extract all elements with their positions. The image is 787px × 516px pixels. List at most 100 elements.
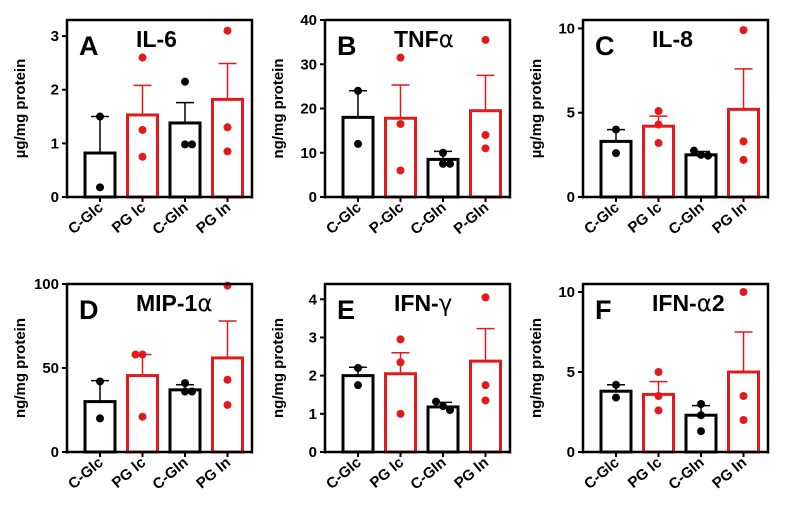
chart-title-text: MIP-1: [136, 290, 198, 316]
data-point: [697, 411, 705, 420]
data-point: [354, 86, 362, 95]
bar: [168, 121, 202, 199]
bar: [727, 107, 760, 199]
y-tick-label: 2: [51, 82, 59, 99]
data-point: [96, 377, 104, 386]
y-tick-label: 50: [42, 360, 59, 377]
y-tick-label: 0: [51, 189, 59, 206]
bar: [684, 153, 718, 199]
data-point: [354, 139, 362, 148]
data-point: [223, 26, 232, 35]
data-point: [739, 155, 748, 164]
data-point: [739, 26, 748, 35]
bar: [168, 388, 202, 454]
x-tick-label: C-Glc: [323, 454, 365, 493]
x-tick-label: C-Gln: [149, 199, 191, 238]
x-tick-label: PG lc: [625, 199, 665, 237]
y-tick-label: 0: [309, 189, 317, 206]
bar: [341, 115, 375, 199]
data-point: [739, 392, 748, 400]
x-tick-label: PG lc: [367, 454, 407, 492]
y-tick-label: 5: [567, 105, 575, 122]
chart-title: TNFα: [394, 26, 454, 53]
data-point: [396, 335, 405, 344]
data-point: [96, 414, 104, 423]
bar: [727, 370, 760, 454]
y-axis-label: µg/mg protein: [12, 59, 29, 158]
data-point: [181, 140, 189, 149]
chart-title-text: IL-8: [652, 26, 693, 52]
y-tick-label: 1: [51, 135, 59, 152]
data-point: [354, 381, 362, 390]
panel-letter: A: [79, 31, 99, 61]
data-point: [697, 400, 705, 408]
bar: [469, 109, 502, 199]
chart-title-text: TNF: [394, 26, 439, 52]
x-tick-label: C-Glc: [581, 199, 623, 238]
x-tick-label: PG ln: [709, 199, 750, 237]
chart-title: IFN-α2: [652, 290, 725, 317]
chart-title-greek: α: [197, 291, 212, 317]
data-point: [654, 107, 663, 116]
data-point: [654, 406, 663, 415]
y-axis-label: ng/mg protein: [270, 318, 287, 418]
x-tick-label: C-Gln: [407, 199, 449, 238]
x-tick-label: PG lc: [109, 454, 149, 492]
data-point: [612, 393, 620, 402]
data-point: [188, 387, 196, 396]
data-point: [138, 125, 147, 134]
chart-title-greek: α: [439, 27, 454, 53]
data-point: [396, 53, 405, 62]
panel-letter: C: [595, 31, 615, 61]
data-point: [439, 148, 447, 157]
data-point: [138, 350, 147, 359]
data-point: [181, 379, 189, 388]
y-tick-label: 1: [309, 406, 317, 423]
data-point: [739, 288, 748, 296]
x-tick-label: C-Glc: [323, 199, 365, 238]
x-tick-label: C-Glc: [581, 454, 623, 493]
y-axis-label: µg/mg protein: [528, 59, 545, 158]
data-point: [223, 123, 232, 132]
data-point: [131, 350, 140, 359]
data-point: [181, 387, 189, 396]
data-point: [439, 402, 447, 411]
y-tick-label: 0: [567, 189, 575, 206]
panel-letter: B: [337, 31, 357, 61]
data-point: [446, 406, 454, 414]
data-point: [396, 409, 405, 418]
data-point: [612, 380, 620, 389]
y-tick-label: 0: [567, 444, 575, 461]
data-point: [138, 412, 147, 421]
data-point: [223, 375, 232, 384]
x-tick-label: C-Gln: [665, 199, 707, 238]
data-point: [690, 146, 698, 155]
data-point: [704, 151, 712, 160]
bar: [642, 392, 675, 454]
chart-title-text: IL-6: [136, 26, 177, 52]
y-tick-label: 10: [300, 145, 317, 162]
x-tick-label: PG lc: [109, 199, 149, 237]
y-tick-label: 20: [300, 101, 317, 118]
data-point: [439, 159, 447, 168]
y-tick-label: 4: [309, 291, 318, 308]
panel-e: 0 1 2 3 4 C-Glc PG lc C-Gln PG ln ng/mg protein E I…: [270, 282, 512, 493]
y-axis-label: ng/mg protein: [12, 318, 29, 418]
chart-title: IL-6: [136, 26, 177, 52]
data-point: [739, 137, 748, 146]
data-point: [481, 35, 490, 44]
y-tick-label: 30: [300, 56, 317, 73]
data-point: [223, 147, 232, 156]
panel-c: 0 5 10 C-Glc PG lc C-Gln PG ln µg/mg protein C IL…: [528, 18, 770, 238]
chart-title-text: IFN-: [394, 290, 439, 316]
data-point: [654, 120, 663, 129]
panel-d: 0 50 100 C-Glc PG lc C-Gln PG ln ng/mg protein D…: [12, 276, 254, 493]
data-point: [697, 427, 705, 436]
panel-a: 0 1 2 3 C-Glc PG lc C-Gln PG ln µg/mg protein A IL…: [12, 18, 254, 238]
x-tick-label: P-Glc: [366, 199, 407, 237]
x-tick-label: C-Glc: [65, 199, 107, 238]
data-point: [138, 53, 147, 62]
y-tick-label: 3: [309, 329, 317, 346]
chart-title-suffix: 2: [712, 290, 725, 316]
data-point: [96, 183, 104, 192]
